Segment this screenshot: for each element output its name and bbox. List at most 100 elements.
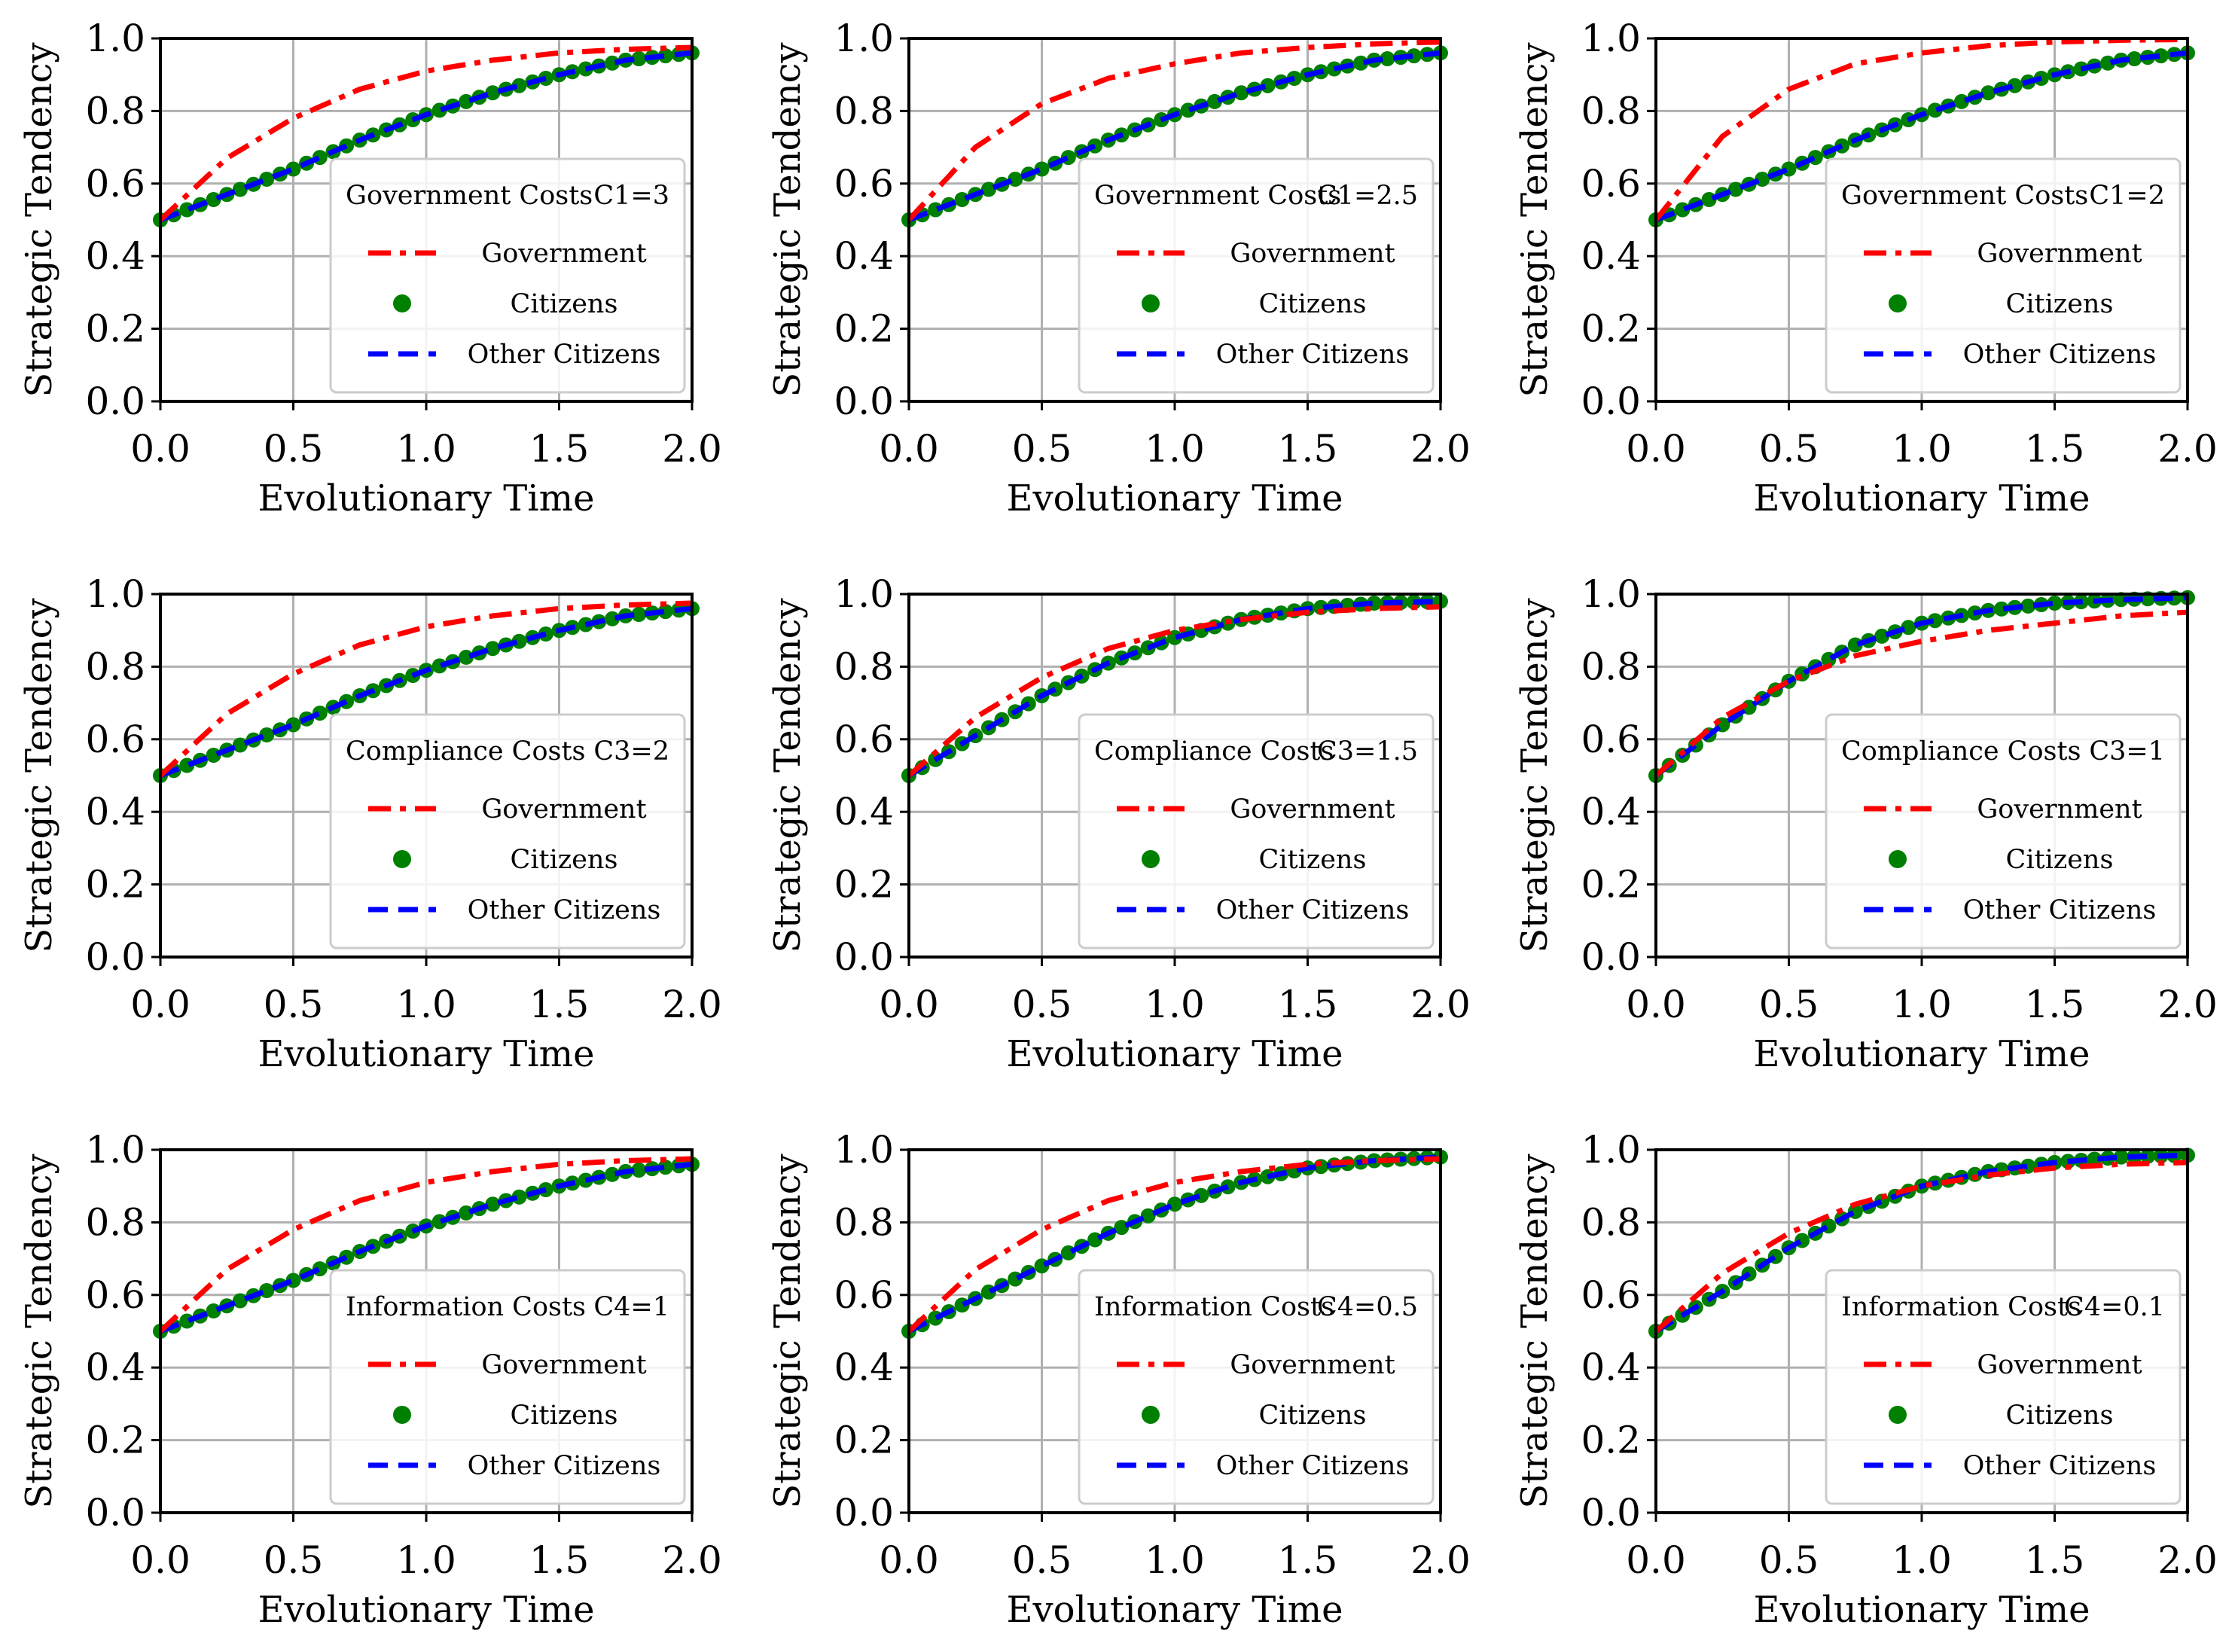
y-tick-label: 0.0: [1581, 1491, 1641, 1535]
series-other-citizens-line: [159, 605, 693, 779]
legend-param: C4=0.5: [1317, 1292, 1418, 1322]
y-tick-label: 1.0: [85, 572, 145, 616]
citizens-point: [232, 737, 248, 753]
legend-citizens-label: Citizens: [2006, 1401, 2114, 1431]
y-tick-label: 0.2: [85, 1419, 145, 1462]
legend-title: Compliance Costs: [1094, 736, 1334, 767]
y-tick-label: 0.0: [834, 1491, 894, 1535]
y-tick-label: 0.8: [1581, 89, 1641, 133]
y-tick-label: 0.4: [834, 1346, 894, 1389]
y-tick-label: 0.8: [834, 1200, 894, 1244]
y-tick-label: 0.4: [85, 790, 145, 834]
citizens-point: [485, 1196, 501, 1212]
y-tick-label: 1.0: [1581, 1128, 1641, 1172]
legend-citizens-label: Citizens: [1259, 1401, 1367, 1431]
y-axis-title: Strategic Tendency: [767, 1154, 809, 1508]
legend-government-label: Government: [1977, 239, 2142, 269]
y-tick-label: 0.6: [1581, 162, 1641, 206]
y-tick-label: 0.0: [1581, 379, 1641, 423]
citizens-point: [2153, 48, 2169, 64]
y-tick-label: 0.6: [1581, 1273, 1641, 1317]
y-tick-label: 0.8: [1581, 645, 1641, 688]
series-other-citizens-line: [907, 599, 1441, 778]
series-other-citizens-line: [907, 50, 1441, 223]
x-axis-title: Evolutionary Time: [258, 1033, 595, 1075]
x-tick-label: 2.0: [662, 1538, 722, 1582]
y-tick-label: 0.6: [834, 718, 894, 761]
x-tick-label: 1.0: [1892, 427, 1952, 471]
y-tick-label: 1.0: [85, 17, 145, 60]
x-tick-label: 0.0: [130, 427, 191, 471]
plot-frame: [907, 1148, 1442, 1514]
citizens-point: [657, 1160, 673, 1175]
series-government-line: [907, 39, 1441, 222]
legend-government-label: Government: [1977, 1350, 2142, 1380]
legend-citizens-label: Citizens: [511, 289, 618, 319]
citizens-point: [1260, 78, 1276, 93]
y-tick-label: 0.6: [85, 162, 145, 206]
citizens-point: [2140, 1148, 2156, 1164]
legend-citizens-label: Citizens: [2006, 289, 2114, 319]
x-tick-label: 0.5: [264, 1538, 324, 1582]
y-axis-title: Strategic Tendency: [1514, 598, 1556, 952]
legend-box: [1078, 157, 1435, 394]
y-tick-label: 0.8: [85, 1200, 145, 1244]
series-other-citizens-line: [907, 1154, 1441, 1334]
legend-title: Government Costs: [346, 181, 593, 211]
citizens-point: [2113, 1149, 2129, 1165]
x-tick-label: 1.0: [396, 1538, 456, 1582]
citizens-point: [2007, 78, 2023, 93]
y-tick-label: 0.6: [85, 718, 145, 761]
x-axis-title: Evolutionary Time: [1007, 1589, 1343, 1631]
citizens-point: [1233, 85, 1249, 101]
legend: Government Costs C1=3 Government Citizens Ot…: [329, 157, 686, 394]
x-tick-label: 2.0: [2157, 983, 2218, 1026]
legend-citizens-swatch: [1142, 1406, 1160, 1424]
x-tick-label: 1.0: [1892, 983, 1952, 1026]
y-tick-label: 1.0: [834, 17, 894, 60]
x-axis-title: Evolutionary Time: [1754, 1033, 2090, 1075]
x-tick-label: 0.5: [1759, 983, 1819, 1026]
series-government-line: [158, 600, 693, 778]
legend-other-citizens-label: Other Citizens: [1963, 895, 2157, 925]
series-other-citizens-line: [1654, 1152, 2188, 1333]
legend-government-label: Government: [1230, 794, 1395, 824]
citizens-point: [1727, 181, 1743, 197]
legend-citizens-label: Citizens: [511, 845, 618, 875]
x-tick-label: 1.0: [396, 427, 456, 471]
citizens-point: [605, 1166, 620, 1182]
legend-box: [1825, 713, 2182, 949]
legend-title: Information Costs: [1094, 1292, 1334, 1322]
y-axis-title: Strategic Tendency: [1514, 1154, 1556, 1508]
x-tick-label: 0.0: [879, 1538, 939, 1582]
x-tick-label: 0.5: [1759, 1538, 1819, 1582]
x-axis-title: Evolutionary Time: [1007, 477, 1343, 520]
citizens-point: [1313, 599, 1329, 615]
legend-box: [1078, 1269, 1435, 1505]
legend-box: [1078, 713, 1435, 949]
x-axis-title: Evolutionary Time: [1754, 1589, 2090, 1631]
legend: Information Costs C4=1 Government Citizens O…: [329, 1269, 686, 1505]
x-tick-label: 0.0: [130, 1538, 191, 1582]
legend-citizens-swatch: [393, 294, 411, 312]
x-tick-label: 1.5: [1278, 427, 1338, 471]
y-tick-label: 0.4: [1581, 234, 1641, 278]
legend-title: Information Costs: [1841, 1292, 2081, 1322]
y-axis-title: Strategic Tendency: [1514, 42, 1556, 397]
legend-citizens-label: Citizens: [1259, 289, 1367, 319]
legend-param: C3=1.5: [1317, 736, 1418, 767]
x-tick-label: 1.0: [1892, 1538, 1952, 1582]
y-tick-label: 0.0: [85, 379, 145, 423]
y-tick-label: 0.6: [834, 1273, 894, 1317]
citizens-point: [511, 1189, 527, 1205]
y-tick-label: 0.4: [1581, 790, 1641, 834]
series-other-citizens-line: [1654, 50, 2188, 223]
citizens-point: [1406, 48, 1422, 64]
series-other-citizens-line: [1654, 595, 2188, 778]
citizens-point: [2113, 592, 2129, 608]
legend-title: Compliance Costs: [346, 736, 586, 767]
citizens-point: [657, 48, 673, 64]
